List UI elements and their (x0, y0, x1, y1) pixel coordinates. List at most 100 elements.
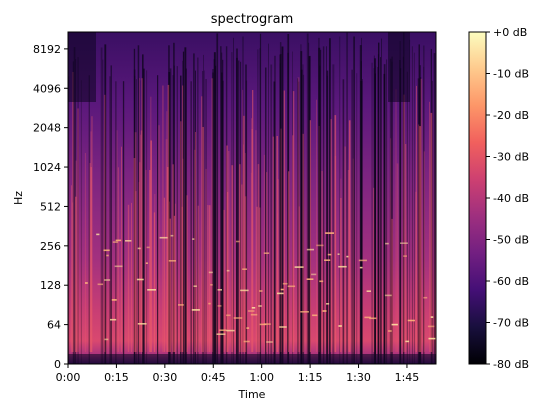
harmonic-dash (423, 296, 428, 299)
onset-streak (89, 163, 91, 352)
y-tick-label: 2048 (33, 122, 61, 135)
quiet-gap (133, 69, 136, 364)
quiet-gap (193, 53, 195, 364)
quiet-gap (326, 46, 327, 364)
quiet-gap (197, 57, 199, 364)
harmonic-dash (178, 304, 184, 306)
onset-streak (309, 120, 311, 352)
harmonic-dash (137, 323, 147, 325)
x-tick-label: 1:15 (298, 371, 323, 384)
onset-streak (167, 84, 170, 353)
onset-streak (117, 167, 119, 352)
onset-streak (182, 85, 184, 352)
quiet-gap (222, 59, 224, 364)
onset-streak (256, 206, 258, 352)
harmonic-dash (233, 317, 243, 319)
onset-streak (420, 78, 423, 353)
quiet-gap (400, 68, 402, 364)
harmonic-dash (170, 234, 174, 237)
harmonic-dash (217, 305, 222, 307)
quiet-gap (88, 75, 90, 364)
harmonic-dash (104, 338, 109, 341)
harmonic-dash (359, 266, 363, 269)
harmonic-dash (322, 310, 327, 312)
quiet-gap (204, 70, 205, 364)
colorbar-tick-label: -30 dB (493, 151, 529, 164)
harmonic-dash (266, 341, 273, 343)
quiet-gap (298, 81, 300, 364)
onset-streak (352, 158, 354, 352)
harmonic-dash (312, 314, 318, 317)
x-tick-label: 1:00 (249, 371, 274, 384)
quiet-gap (403, 32, 405, 364)
quiet-gap (386, 59, 388, 364)
quiet-gap (320, 49, 322, 364)
quiet-gap (202, 71, 204, 364)
onset-streak (423, 151, 425, 352)
onset-streak (334, 155, 337, 352)
harmonic-dash (258, 305, 262, 307)
onset-streak (334, 115, 337, 352)
quiet-gap (104, 44, 107, 364)
quiet-gap (109, 76, 111, 364)
quiet-gap (353, 36, 355, 364)
harmonic-dash (263, 323, 271, 325)
colorbar-tick-label: +0 dB (493, 26, 527, 39)
harmonic-dash (428, 337, 436, 340)
quiet-gap (68, 76, 70, 364)
onset-streak (316, 99, 317, 352)
quiet-gap (182, 51, 185, 364)
quiet-gap (215, 65, 217, 364)
onset-streak (150, 140, 152, 352)
quiet-gap (242, 36, 244, 364)
onset-streak (72, 202, 74, 352)
onset-streak (259, 207, 261, 352)
harmonic-dash (125, 240, 132, 242)
onset-streak (162, 85, 164, 352)
onset-streak (277, 213, 278, 352)
harmonic-dash (235, 240, 240, 243)
harmonic-dash (385, 242, 389, 245)
onset-streak (194, 149, 196, 352)
quiet-gap (257, 49, 259, 364)
onset-streak (134, 132, 137, 352)
colorbar-tick-label: -80 dB (493, 358, 529, 371)
harmonic-dash (111, 299, 117, 301)
quiet-gap (184, 47, 187, 364)
quiet-gap (146, 70, 148, 364)
colorbar-axis: +0 dB -10 dB -20 dB -30 dB -40 dB -50 dB -60 d… (486, 26, 529, 371)
y-tick-label: 1024 (33, 161, 61, 174)
onset-streak (173, 215, 176, 352)
harmonic-dash (263, 252, 270, 254)
onset-streak (174, 203, 176, 352)
quiet-gap (300, 69, 303, 364)
onset-streak (344, 146, 346, 352)
harmonic-dash (300, 311, 309, 313)
harmonic-dash (246, 327, 250, 329)
harmonic-dash (364, 316, 371, 319)
onset-streak (84, 153, 86, 352)
onset-streak (390, 138, 392, 352)
colorbar-tick-label: -70 dB (493, 317, 529, 330)
quiet-gap (292, 51, 293, 364)
quiet-gap (115, 81, 117, 364)
harmonic-dash (319, 280, 324, 283)
onset-streak (244, 196, 247, 352)
chart-title: spectrogram (211, 12, 294, 27)
harmonic-dash (294, 266, 304, 268)
quiet-gap (362, 79, 363, 364)
y-tick-label: 8192 (33, 43, 61, 56)
harmonic-dash (115, 239, 122, 242)
quiet-gap (220, 46, 222, 364)
quiet-gap (142, 54, 144, 364)
quiet-gap (418, 44, 420, 364)
quiet-gap (233, 37, 234, 364)
onset-streak (373, 187, 375, 352)
harmonic-dash (226, 329, 235, 332)
harmonic-dash (193, 285, 197, 287)
low-energy-region (68, 32, 96, 102)
y-tick-label: 512 (40, 200, 61, 213)
quiet-gap (356, 73, 358, 364)
harmonic-dash (145, 262, 148, 264)
onset-streak (201, 96, 203, 352)
